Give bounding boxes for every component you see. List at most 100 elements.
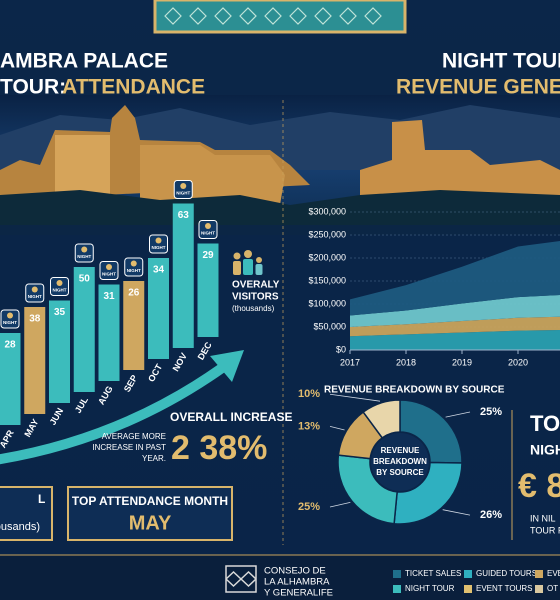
bar-value-label: 31 [103,291,115,302]
badge [198,220,218,239]
stat-box-title: TOP ATTENDANCE MONTH [72,494,228,508]
badge-label: NIGHT [53,288,67,293]
badge [99,261,119,280]
legend-label: GUIDED TOURS [476,569,537,578]
pie-title: REVENUE BREAKDOWN BY SOURCE [324,385,505,396]
banner-pattern [164,7,382,25]
y-tick-label: $50,000 [313,321,346,331]
bar [148,258,169,359]
leader-line [442,509,471,516]
pie-center-label: BY SOURCE [376,468,424,477]
bar-value-label: 28 [4,340,16,351]
left-title: AMBRA PALACE [0,50,168,73]
y-tick-label: $300,000 [308,206,346,216]
bar-value-label: 50 [79,274,91,285]
badge-moon [7,312,13,319]
pie-center-label: REVENUE [381,446,420,455]
left-title: TOUR: [0,76,66,99]
area [350,316,560,337]
legend-label: NIGHT TOUR [405,584,455,593]
stat-box-unit: (thousands) [0,521,40,533]
palace-right [360,120,560,200]
x-tick-label: 2020 [508,357,528,367]
top-banner [153,0,407,34]
legend-label: TICKET SALES [405,569,461,578]
pie-value-label: 13% [298,420,320,432]
increase-note: YEAR. [142,454,166,463]
pie-value-label: 25% [480,406,502,418]
pie-center-label: BREAKDOWN [373,457,427,466]
badge-moon [31,286,38,293]
badge-moon [205,223,211,229]
bar [197,243,219,337]
axis-label: VISITORS [232,292,279,303]
area [350,295,560,327]
bar [123,281,145,370]
area-plot [350,240,560,350]
legend-label: EVE [547,569,560,578]
legend-swatch [393,585,401,593]
badge-label: NIGHT [3,320,17,325]
badge-label: NIGHT [152,245,166,250]
badge-label: NIGHT [102,272,116,277]
people-icon [233,250,263,275]
pie-slice [393,461,463,525]
donut-hole [371,433,429,491]
bar [73,267,95,392]
logo-icon [225,565,257,593]
legend-label: OT [547,584,558,593]
y-tick-label: $100,000 [308,298,346,308]
org-name: CONSEJO DE [264,566,326,577]
axis-label: OVERALY [232,280,280,291]
x-tick-label: 2017 [340,357,360,367]
total-title: TOT [530,411,560,436]
legend-swatch [464,585,472,593]
leader-line [329,393,381,402]
badge [149,234,168,254]
badge [0,309,20,329]
legend-swatch [535,585,543,593]
badge-moon [180,183,187,189]
area [350,329,560,350]
pie-value-label: 10% [298,388,320,400]
bar-value-label: 35 [54,307,66,318]
bar-value-label: 29 [202,250,214,261]
badge [50,277,69,296]
increase-note: AVERAGE MORE [102,432,166,441]
badge [74,243,94,263]
bar-value-label: 38 [29,314,41,325]
org-name: Y GENERALIFE [264,588,333,599]
stat-box [0,486,53,541]
stat-box-title: L [38,492,45,506]
badge-label: NIGHT [127,268,141,273]
badge-moon [106,264,112,270]
badge [25,283,45,303]
y-tick-label: $250,000 [308,229,346,239]
stat-box [67,486,233,541]
badge-moon [56,280,63,286]
total-note: IN NIL [530,513,556,523]
badge-moon [130,260,137,267]
org-name: LA ALHAMBRA [264,577,330,588]
area [350,240,560,316]
leader-line [445,411,471,418]
trend-arrow [0,363,225,465]
bar [98,284,120,381]
bar [24,307,46,414]
increase-value: 2 38% [171,429,267,467]
badge [124,257,144,277]
bar [0,333,21,425]
bar [49,300,70,403]
legend-swatch [393,570,401,578]
badge-label: NIGHT [77,254,91,259]
leader-line [329,425,345,431]
y-tick-label: $150,000 [308,275,346,285]
pie-value-label: 26% [480,509,502,521]
badge-label: NIGHT [176,191,190,196]
y-tick-label: $0 [336,344,346,354]
x-tick-label: 2018 [396,357,416,367]
bar-value-label: 63 [178,210,190,221]
badge-moon [81,246,88,253]
badge [173,180,193,199]
badge-label: NIGHT [28,294,42,299]
